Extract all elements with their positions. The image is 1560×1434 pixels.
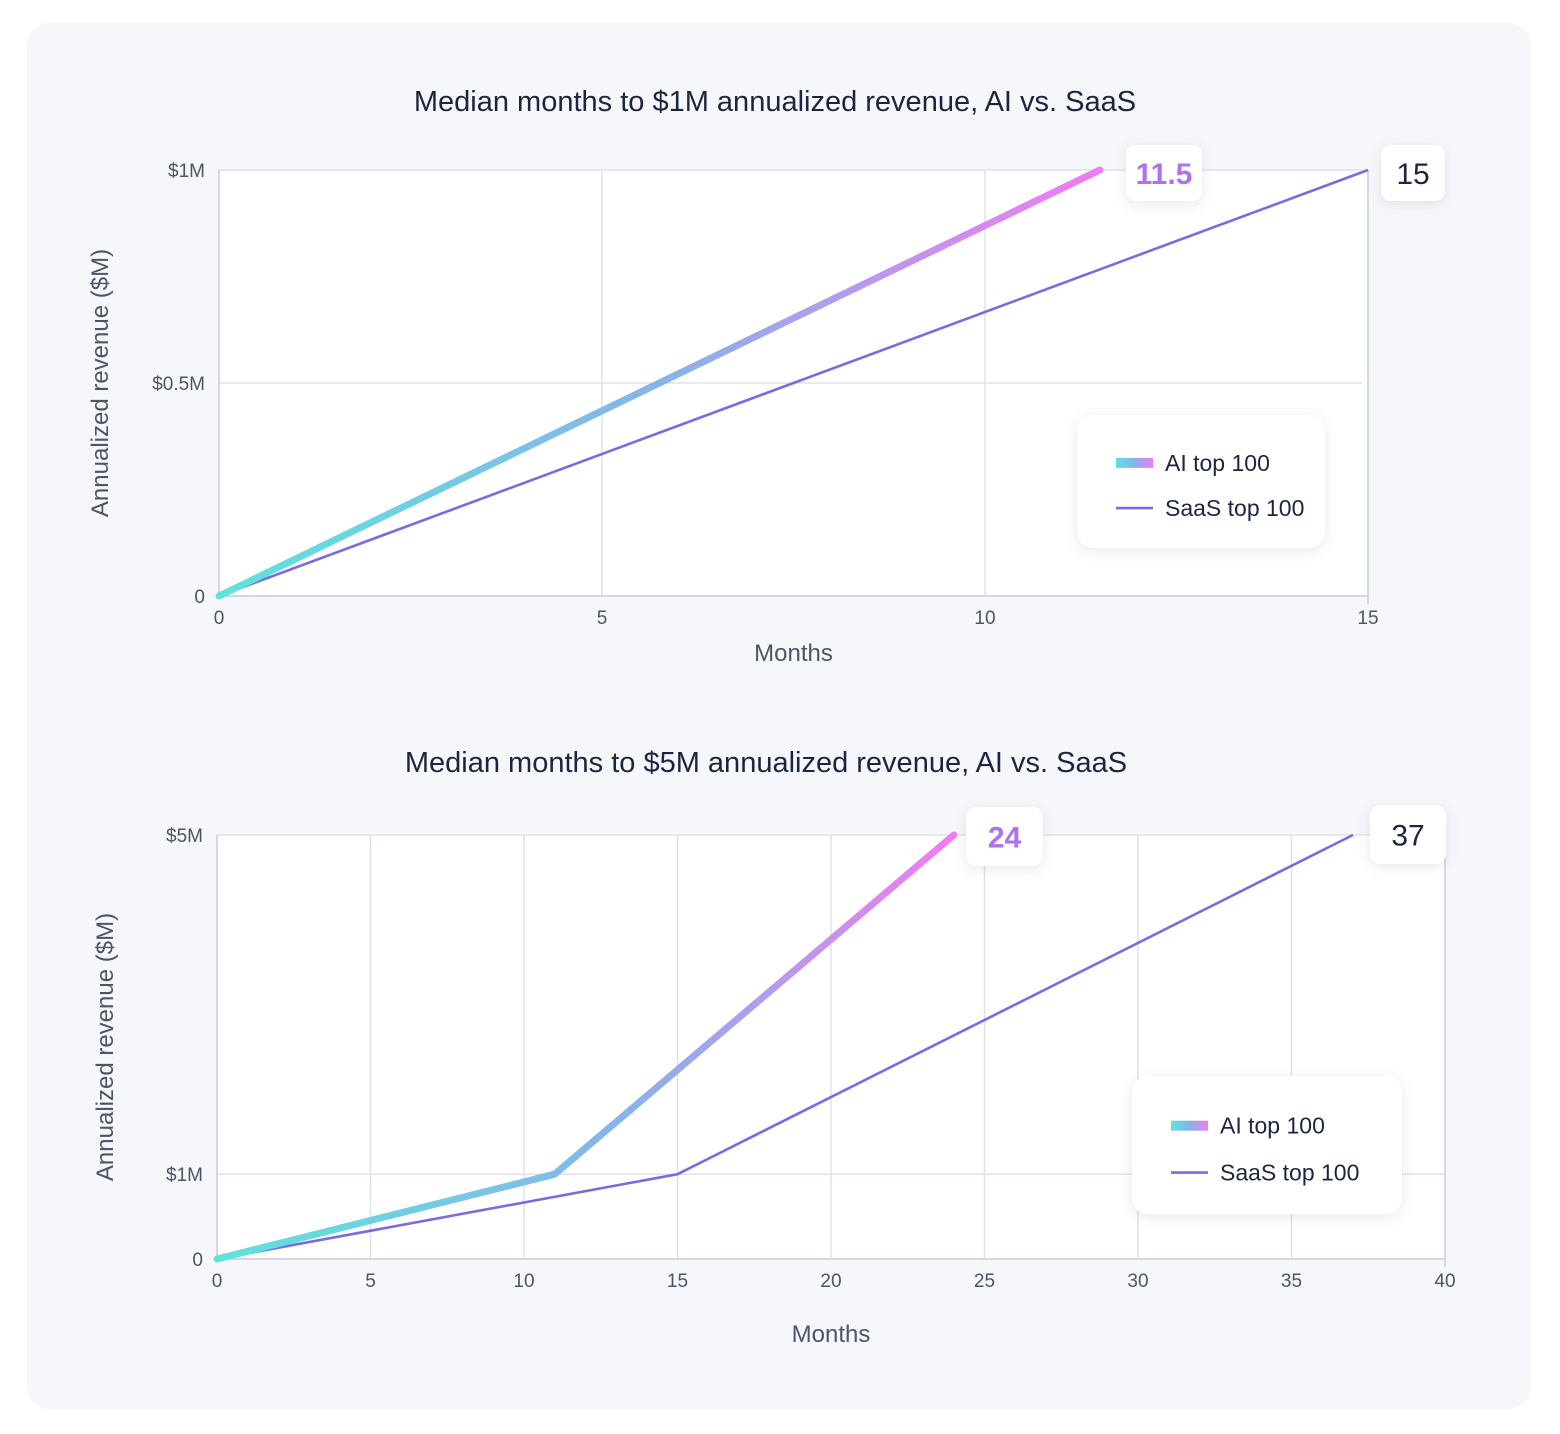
y-axis-title: Annualized revenue ($M) <box>87 249 114 517</box>
x-tick-label: 35 <box>1281 1271 1302 1292</box>
x-tick-label: 5 <box>365 1271 376 1292</box>
chart-title: Median months to $1M annualized revenue,… <box>414 86 1136 118</box>
x-axis-title: Months <box>754 640 833 667</box>
legend-label-ai: AI top 100 <box>1220 1113 1325 1139</box>
end-label-ai: 11.5 <box>1136 158 1193 191</box>
y-tick-label: $1M <box>166 1165 203 1186</box>
y-tick-label: 0 <box>194 587 205 608</box>
x-tick-label: 30 <box>1127 1271 1148 1292</box>
y-tick-label: $5M <box>166 826 203 847</box>
x-axis-title: Months <box>792 1321 871 1348</box>
y-tick-label: $1M <box>168 161 205 182</box>
end-label-saas: 37 <box>1391 820 1424 853</box>
x-tick-label: 15 <box>667 1271 688 1292</box>
series-line-ai-top-100 <box>215 166 1104 600</box>
end-label-box <box>1370 805 1446 864</box>
x-tick-label: 20 <box>820 1271 841 1292</box>
chart-1: Median months to $1M annualized revenue,… <box>87 86 1445 667</box>
x-tick-label: 0 <box>214 608 225 629</box>
end-label-box <box>1126 145 1202 201</box>
x-tick-label: 5 <box>597 608 608 629</box>
x-tick-label: 10 <box>974 608 995 629</box>
x-tick-label: 40 <box>1434 1271 1455 1292</box>
y-tick-label: 0 <box>192 1250 203 1271</box>
series-line-saas-top-100 <box>218 168 1369 598</box>
chart-title: Median months to $5M annualized revenue,… <box>405 747 1127 779</box>
series-line-ai-top-100 <box>213 831 958 1263</box>
legend-label-ai: AI top 100 <box>1165 450 1270 476</box>
x-tick-label: 25 <box>974 1271 995 1292</box>
chart-2: Median months to $5M annualized revenue,… <box>92 747 1456 1348</box>
y-axis-title: Annualized revenue ($M) <box>92 913 119 1181</box>
y-tick-label: $0.5M <box>152 374 205 395</box>
end-label-box <box>966 807 1043 866</box>
legend: AI top 100 SaaS top 100 <box>1077 415 1325 548</box>
end-label-ai: 24 <box>988 822 1022 855</box>
legend-swatch-ai <box>1171 1120 1208 1131</box>
x-tick-label: 0 <box>212 1271 223 1292</box>
x-tick-label: 15 <box>1357 608 1378 629</box>
series-line-saas-top-100 <box>216 833 1354 1261</box>
legend-box <box>1132 1076 1402 1214</box>
legend-swatch-ai <box>1116 457 1153 468</box>
legend-label-saas: SaaS top 100 <box>1165 495 1304 521</box>
legend-box <box>1077 415 1325 548</box>
end-label-box <box>1381 145 1445 201</box>
legend: AI top 100 SaaS top 100 <box>1132 1076 1402 1214</box>
legend-label-saas: SaaS top 100 <box>1220 1160 1359 1186</box>
end-label-saas: 15 <box>1396 158 1429 191</box>
x-tick-label: 10 <box>513 1271 534 1292</box>
